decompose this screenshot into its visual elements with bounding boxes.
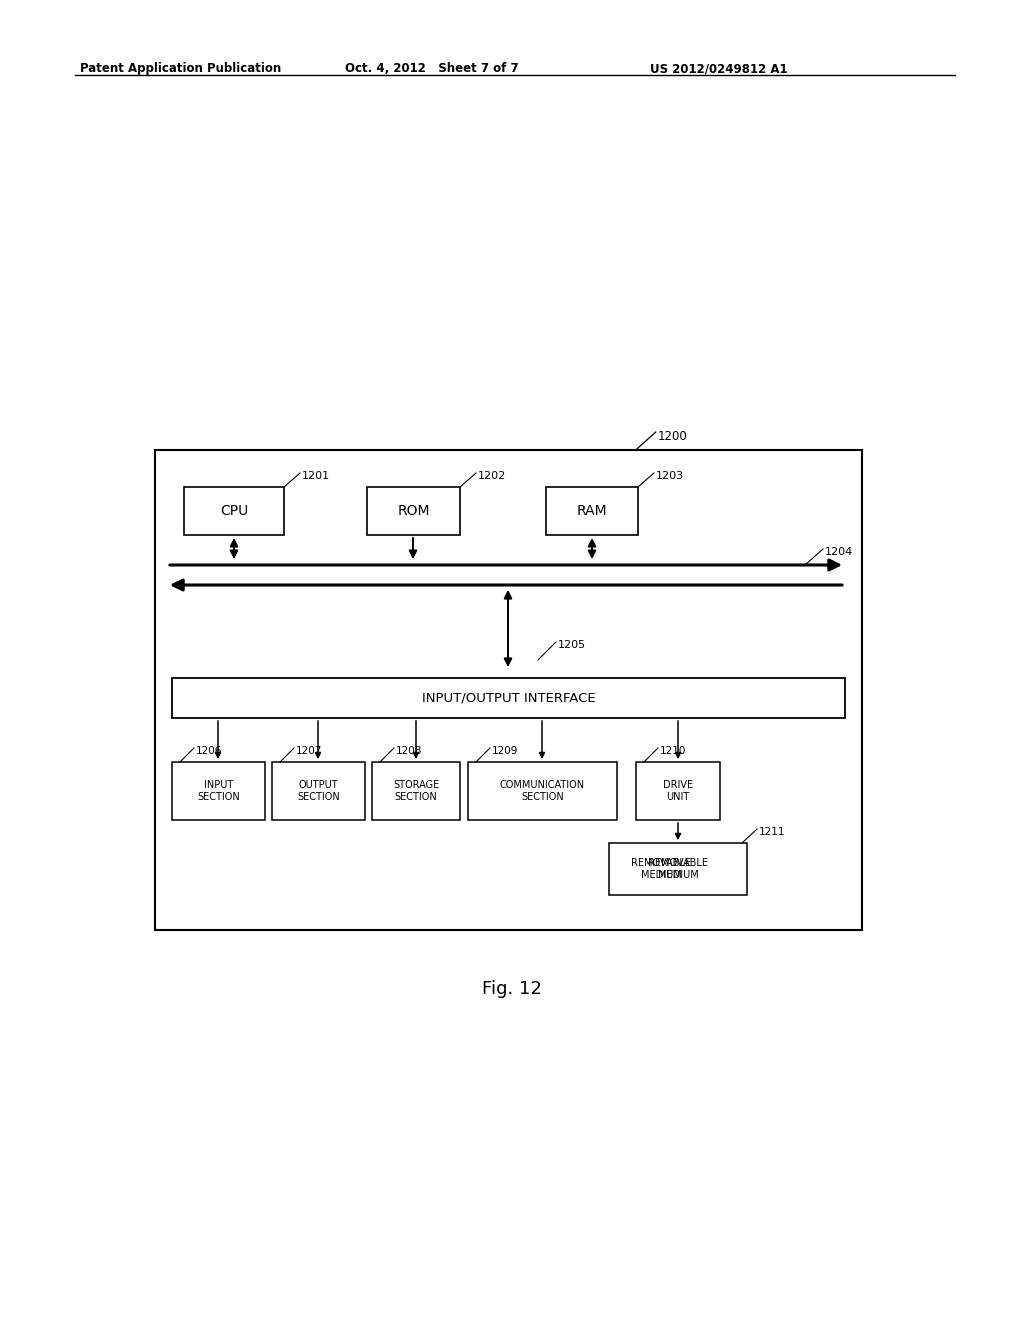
Text: OUTPUT
SECTION: OUTPUT SECTION — [297, 780, 340, 801]
Text: RAM: RAM — [577, 504, 607, 517]
Bar — [636, 762, 720, 820]
Text: 1209: 1209 — [492, 746, 518, 756]
Text: STORAGE
SECTION: STORAGE SECTION — [393, 780, 439, 801]
Text: 1203: 1203 — [656, 471, 684, 480]
Bar — [546, 487, 638, 535]
Text: 1204: 1204 — [825, 546, 853, 557]
Bar — [372, 762, 460, 820]
Bar — [155, 450, 862, 931]
Text: 1208: 1208 — [396, 746, 422, 756]
Text: INPUT
SECTION: INPUT SECTION — [198, 780, 240, 801]
Bar — [272, 762, 365, 820]
Bar — [468, 762, 617, 820]
Text: Patent Application Publication: Patent Application Publication — [80, 62, 282, 75]
Bar — [609, 843, 746, 895]
Text: 1207: 1207 — [296, 746, 323, 756]
Bar — [367, 487, 460, 535]
Text: Oct. 4, 2012   Sheet 7 of 7: Oct. 4, 2012 Sheet 7 of 7 — [345, 62, 518, 75]
Text: REMOVABLE
MEDIUM: REMOVABLE MEDIUM — [631, 858, 691, 880]
Text: CPU: CPU — [220, 504, 248, 517]
Text: 1206: 1206 — [196, 746, 222, 756]
Bar — [184, 487, 284, 535]
Text: 1211: 1211 — [759, 828, 785, 837]
Bar — [172, 762, 265, 820]
Text: INPUT/OUTPUT INTERFACE: INPUT/OUTPUT INTERFACE — [422, 692, 595, 705]
Text: 1200: 1200 — [657, 430, 687, 444]
Text: REMOVABLE
MEDIUM: REMOVABLE MEDIUM — [648, 858, 708, 880]
Text: US 2012/0249812 A1: US 2012/0249812 A1 — [650, 62, 787, 75]
Text: Fig. 12: Fig. 12 — [482, 979, 542, 998]
Text: 1205: 1205 — [558, 640, 586, 649]
Text: 1202: 1202 — [478, 471, 506, 480]
Bar — [172, 678, 845, 718]
Text: 1210: 1210 — [660, 746, 686, 756]
Text: COMMUNICATION
SECTION: COMMUNICATION SECTION — [500, 780, 585, 801]
Text: DRIVE
UNIT: DRIVE UNIT — [663, 780, 693, 801]
Text: ROM: ROM — [397, 504, 430, 517]
Text: 1201: 1201 — [302, 471, 330, 480]
